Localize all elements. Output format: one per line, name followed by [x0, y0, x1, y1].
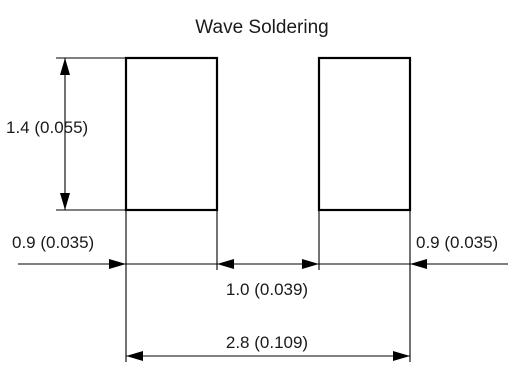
pad-height-label: 1.4 (0.055): [6, 118, 88, 137]
arrowhead-up: [60, 58, 70, 75]
left-pad: [124, 56, 219, 212]
arrowhead-gap-right: [302, 259, 319, 269]
overall-length-label: 2.8 (0.109): [226, 333, 308, 352]
diagram-title: Wave Soldering: [195, 17, 328, 38]
right-pad: [317, 56, 412, 212]
arrowhead-gap-left: [217, 259, 234, 269]
extension-lines: [125, 210, 411, 362]
arrowhead-overall-right: [393, 351, 410, 361]
pad-gap-label: 1.0 (0.039): [226, 280, 308, 299]
arrowhead-right-left-pad: [109, 259, 126, 269]
pad-height-dimension: [56, 57, 126, 211]
arrowhead-down: [60, 193, 70, 210]
left-pad-width-label: 0.9 (0.035): [12, 233, 94, 252]
right-pad-width-label: 0.9 (0.035): [416, 233, 498, 252]
pad-width-dimensions: [18, 259, 508, 269]
arrowhead-overall-left: [126, 351, 143, 361]
overall-length-dimension: [126, 351, 410, 361]
arrowhead-left-right-pad: [410, 259, 427, 269]
